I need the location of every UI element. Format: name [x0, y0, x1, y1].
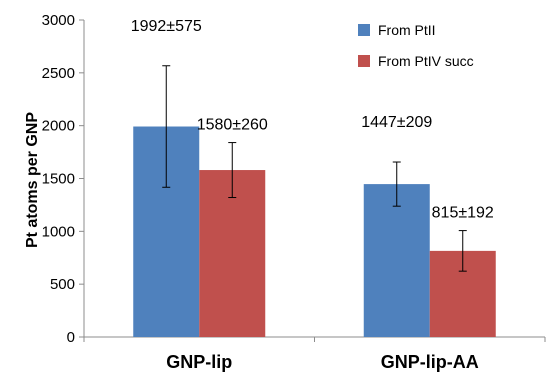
- y-tick-label: 1500: [42, 171, 75, 188]
- legend: From PtII From PtIV succ: [358, 22, 474, 69]
- data-label: 815±192: [432, 205, 494, 222]
- data-labels: 1992±575 1447±209 1580±260 815±192: [131, 18, 494, 222]
- legend-label: From PtII: [378, 22, 436, 38]
- y-tick-label: 0: [67, 329, 75, 346]
- x-category-label: GNP-lip: [166, 352, 232, 372]
- legend-swatch: [358, 24, 370, 36]
- y-axis-title: Pt atoms per GNP: [24, 112, 41, 248]
- y-tick-label: 2000: [42, 118, 75, 135]
- legend-swatch: [358, 55, 370, 67]
- y-tick-label: 2500: [42, 65, 75, 82]
- error-bars: [162, 65, 467, 272]
- legend-label: From PtIV succ: [378, 53, 474, 69]
- y-tick-label: 1000: [42, 223, 75, 240]
- data-label: 1447±209: [361, 114, 432, 131]
- x-category-label: GNP-lip-AA: [381, 352, 479, 372]
- data-label: 1580±260: [197, 117, 268, 134]
- data-label: 1992±575: [131, 18, 202, 35]
- y-tick-label: 500: [50, 276, 75, 293]
- bars: [133, 126, 496, 338]
- y-tick-label: 3000: [42, 12, 75, 29]
- bar-from-ptii: [363, 184, 430, 337]
- axes: 0 500 1000 1500 2000 2500 3000 GNP-lip GNP-lip-A…: [42, 12, 546, 372]
